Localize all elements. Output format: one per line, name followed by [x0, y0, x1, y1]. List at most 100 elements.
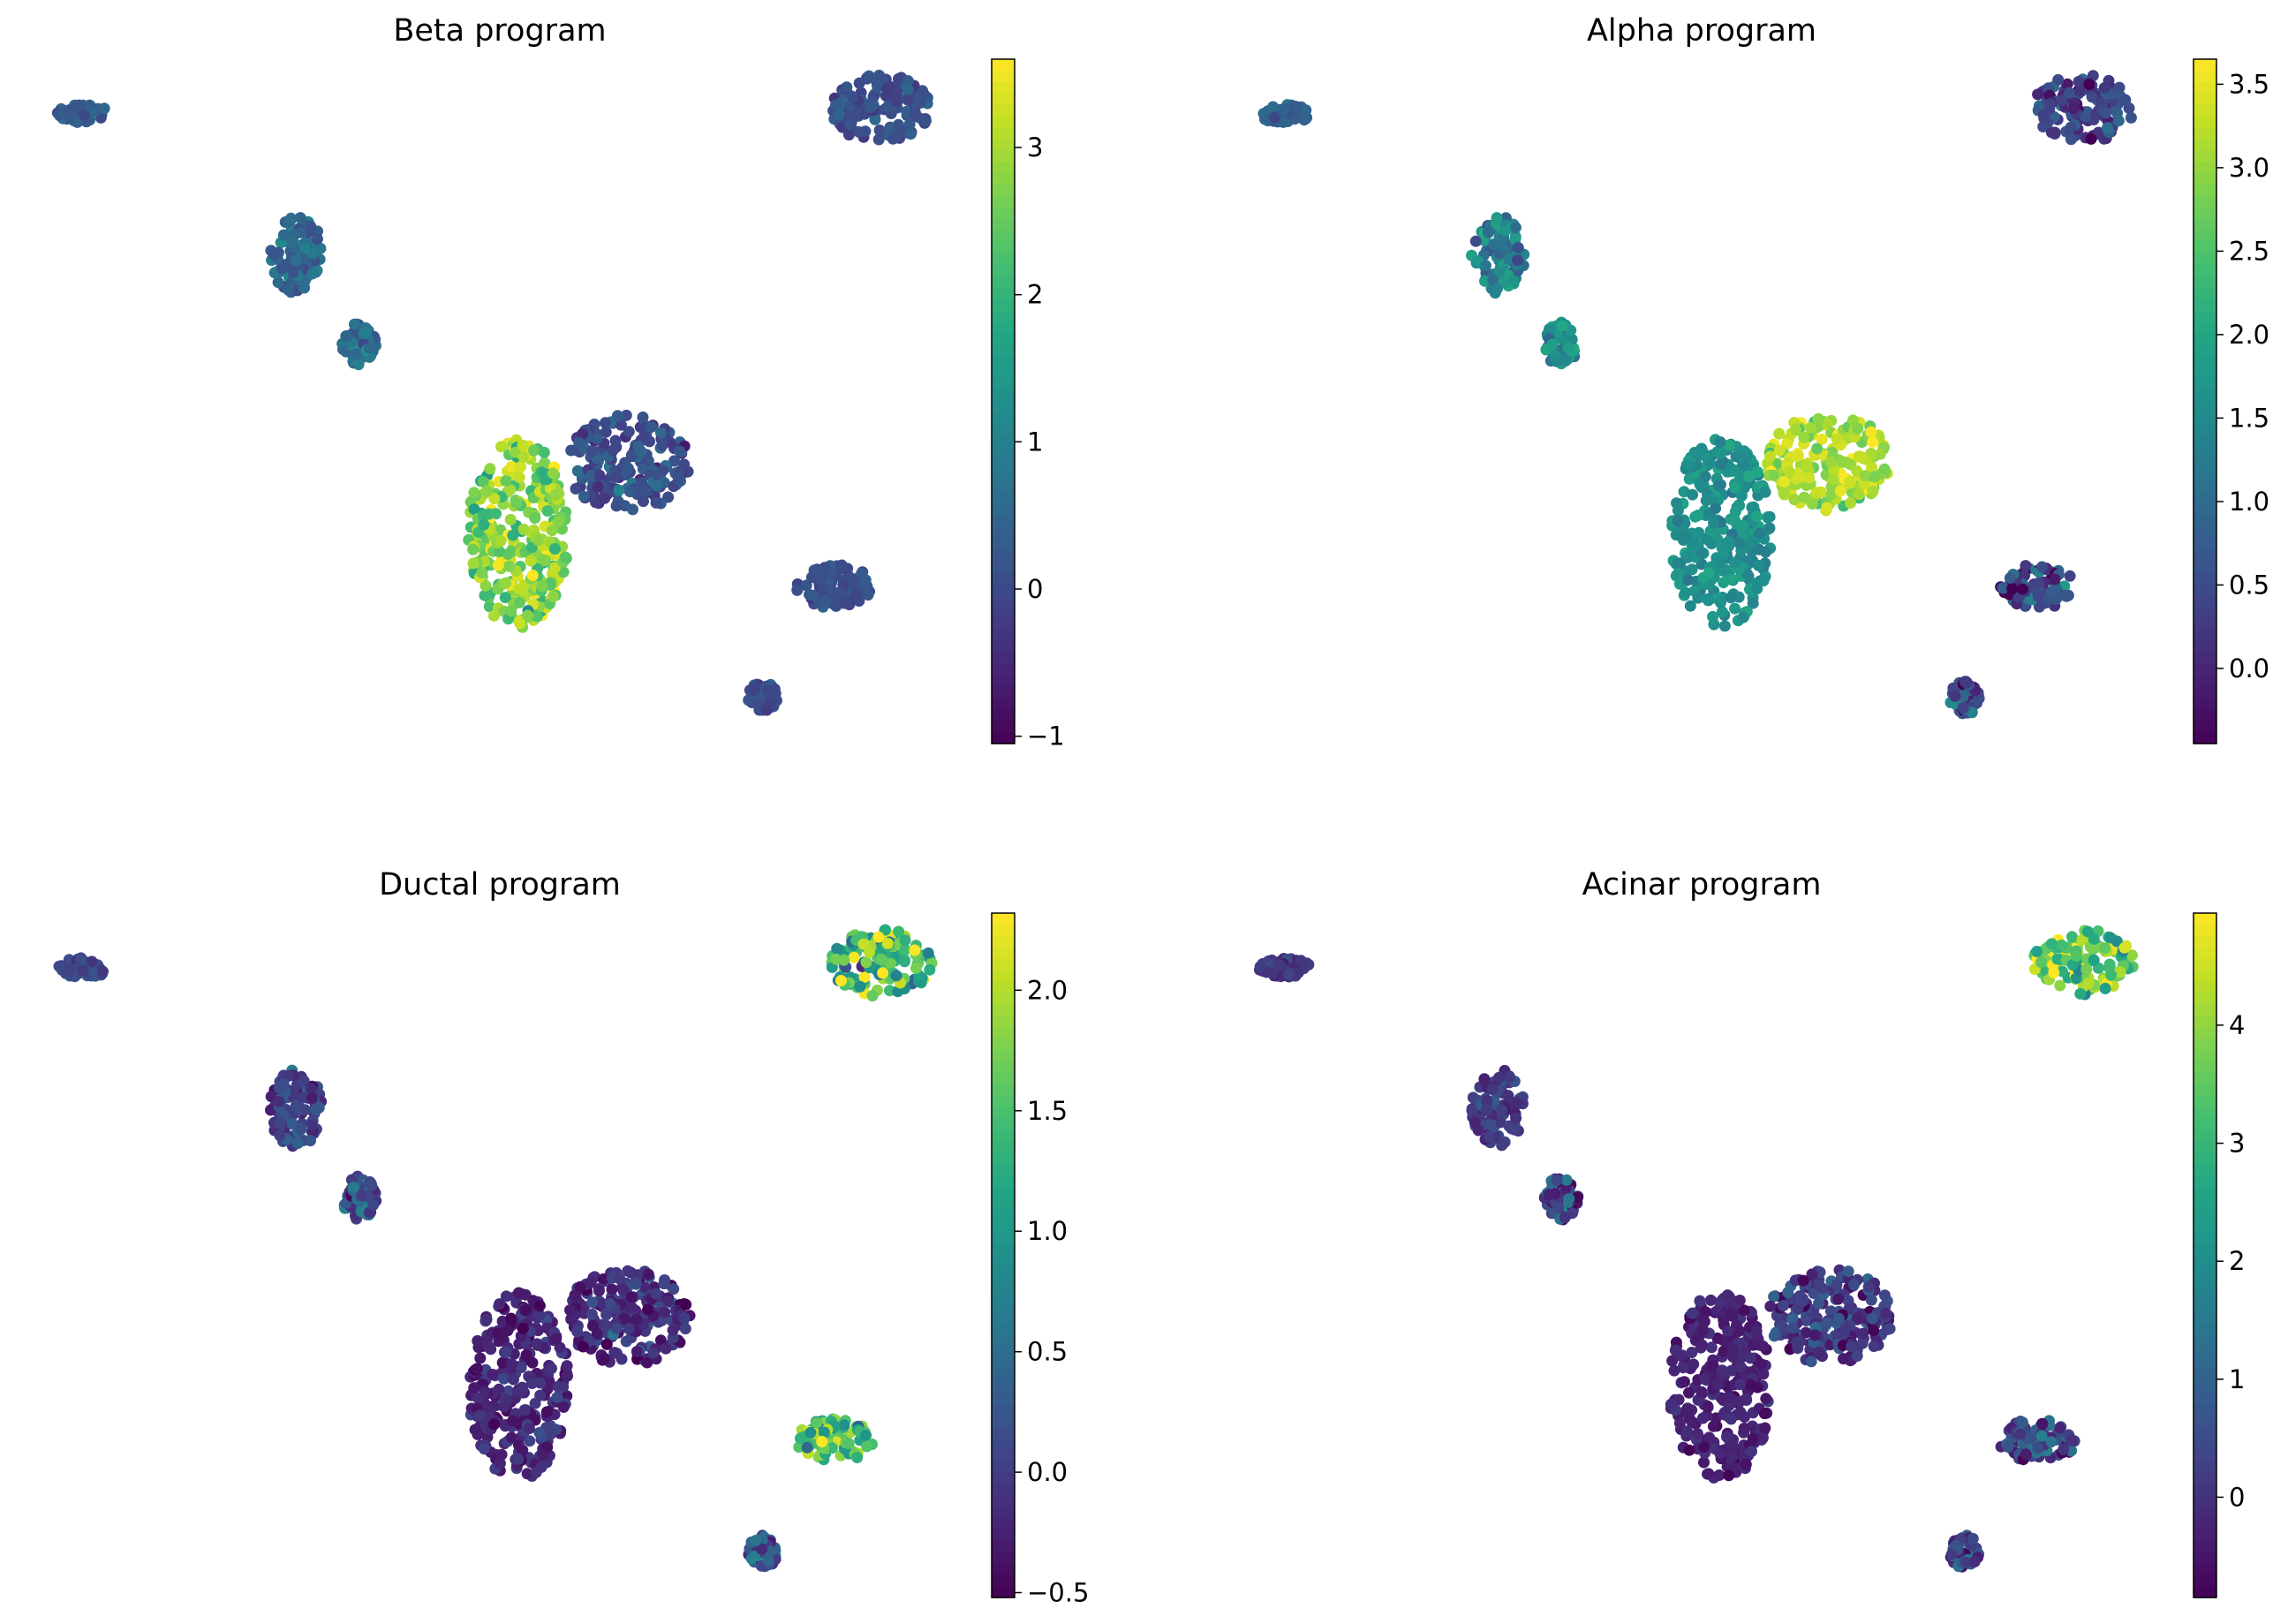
- cell-point: [515, 1362, 527, 1373]
- cell-point: [1705, 538, 1718, 550]
- cell-point: [561, 1360, 573, 1372]
- cell-point: [1773, 444, 1786, 457]
- colorbar-segment: [2194, 1289, 2216, 1302]
- colorbar-segment: [992, 1061, 1015, 1074]
- cell-point: [1804, 421, 1816, 434]
- cell-point: [1846, 1341, 1857, 1353]
- cell-point: [1949, 691, 1961, 702]
- cell-point: [1853, 488, 1865, 501]
- cell-point: [526, 570, 539, 581]
- cell-point: [2048, 966, 2060, 978]
- cell-point: [1809, 1329, 1821, 1341]
- cell-point: [1756, 1432, 1769, 1445]
- cell-point: [869, 113, 881, 125]
- cell-point: [1756, 1340, 1769, 1352]
- cell-point: [1546, 338, 1559, 351]
- cell-point: [600, 1338, 613, 1350]
- colorbar-segment: [2194, 1220, 2216, 1234]
- colorbar-tick-label: 0.5: [1027, 1337, 1068, 1367]
- cell-point: [2063, 87, 2075, 99]
- cell-point: [1268, 111, 1280, 124]
- cell-point: [769, 687, 782, 699]
- cell-point: [880, 89, 893, 102]
- cell-point: [1759, 486, 1771, 498]
- cell-point: [546, 1363, 557, 1375]
- cell-point: [277, 229, 290, 241]
- cell-point: [1798, 431, 1810, 443]
- cell-point: [816, 1436, 828, 1447]
- cell-point: [838, 1419, 850, 1431]
- colorbar-segment: [2194, 1517, 2216, 1530]
- cell-point: [1768, 1290, 1780, 1303]
- cell-point: [1783, 465, 1795, 478]
- colorbar-segment: [992, 1552, 1015, 1564]
- cell-point: [749, 684, 761, 697]
- colorbar-segment: [992, 264, 1015, 277]
- cell-point: [1869, 471, 1881, 483]
- cell-point: [534, 1377, 547, 1389]
- cell-point: [586, 445, 599, 457]
- cell-point: [1697, 571, 1710, 584]
- cell-point: [1778, 475, 1791, 487]
- cell-point: [2057, 965, 2068, 978]
- colorbar-segment: [2194, 1061, 2216, 1074]
- cell-point: [899, 943, 911, 956]
- cell-point: [834, 586, 846, 598]
- cell-point: [512, 1453, 525, 1465]
- colorbar-tick-label: 0.0: [2229, 653, 2269, 684]
- cell-point: [1878, 1289, 1891, 1302]
- cell-point: [1867, 485, 1879, 497]
- colorbar-segment: [2194, 310, 2216, 322]
- cell-point: [881, 101, 894, 113]
- cell-point: [2104, 932, 2117, 944]
- cell-point: [841, 81, 853, 94]
- cell-point: [474, 1409, 487, 1422]
- colorbar-segment: [2194, 640, 2216, 653]
- cell-point: [1718, 577, 1730, 589]
- cell-point: [1827, 473, 1839, 486]
- colorbar-segment: [992, 947, 1015, 960]
- colorbar-segment: [2194, 81, 2216, 94]
- colorbar-segment: [992, 1050, 1015, 1062]
- colorbar-segment: [992, 287, 1015, 299]
- cell-point: [1710, 502, 1722, 515]
- cell-point: [838, 954, 850, 966]
- cell-point: [1792, 1342, 1804, 1355]
- cell-point: [1686, 1307, 1698, 1319]
- colorbar-segment: [992, 230, 1015, 243]
- cell-point: [483, 1341, 495, 1354]
- cell-point: [1679, 1376, 1690, 1388]
- cell-point: [1764, 1300, 1777, 1312]
- colorbar-segment: [992, 1517, 1015, 1530]
- cell-point: [1506, 275, 1519, 287]
- colorbar-segment: [992, 686, 1015, 699]
- cell-point: [2105, 969, 2118, 981]
- cell-point: [1672, 504, 1684, 517]
- cell-point: [1867, 436, 1879, 449]
- colorbar-segment: [992, 1392, 1015, 1405]
- colorbar-segment: [992, 503, 1015, 517]
- colorbar-segment: [992, 127, 1015, 140]
- cell-point: [1865, 426, 1877, 438]
- colorbar-segment: [2194, 447, 2216, 459]
- colorbar-segment: [2194, 1301, 2216, 1313]
- colorbar: −0.5 0.0 0.5 1.0 1.5 2.0: [991, 912, 1089, 1608]
- colorbar-segment: [2194, 1266, 2216, 1279]
- cell-point: [614, 1273, 626, 1285]
- colorbar-segment: [2194, 924, 2216, 937]
- cell-point: [658, 1278, 670, 1290]
- cell-point: [571, 465, 584, 477]
- cell-point: [1805, 1356, 1817, 1368]
- colorbar-segment: [2194, 218, 2216, 231]
- cell-point: [478, 518, 490, 531]
- cell-point: [1565, 324, 1577, 336]
- colorbar-segment: [2194, 185, 2216, 197]
- cell-point: [1859, 470, 1871, 482]
- cell-point: [514, 617, 526, 630]
- cell-point: [801, 1441, 813, 1454]
- cell-point: [525, 555, 537, 567]
- cell-point: [1822, 1317, 1834, 1328]
- cell-point: [564, 1304, 576, 1316]
- cell-point: [516, 1381, 528, 1394]
- cell-point: [502, 548, 514, 560]
